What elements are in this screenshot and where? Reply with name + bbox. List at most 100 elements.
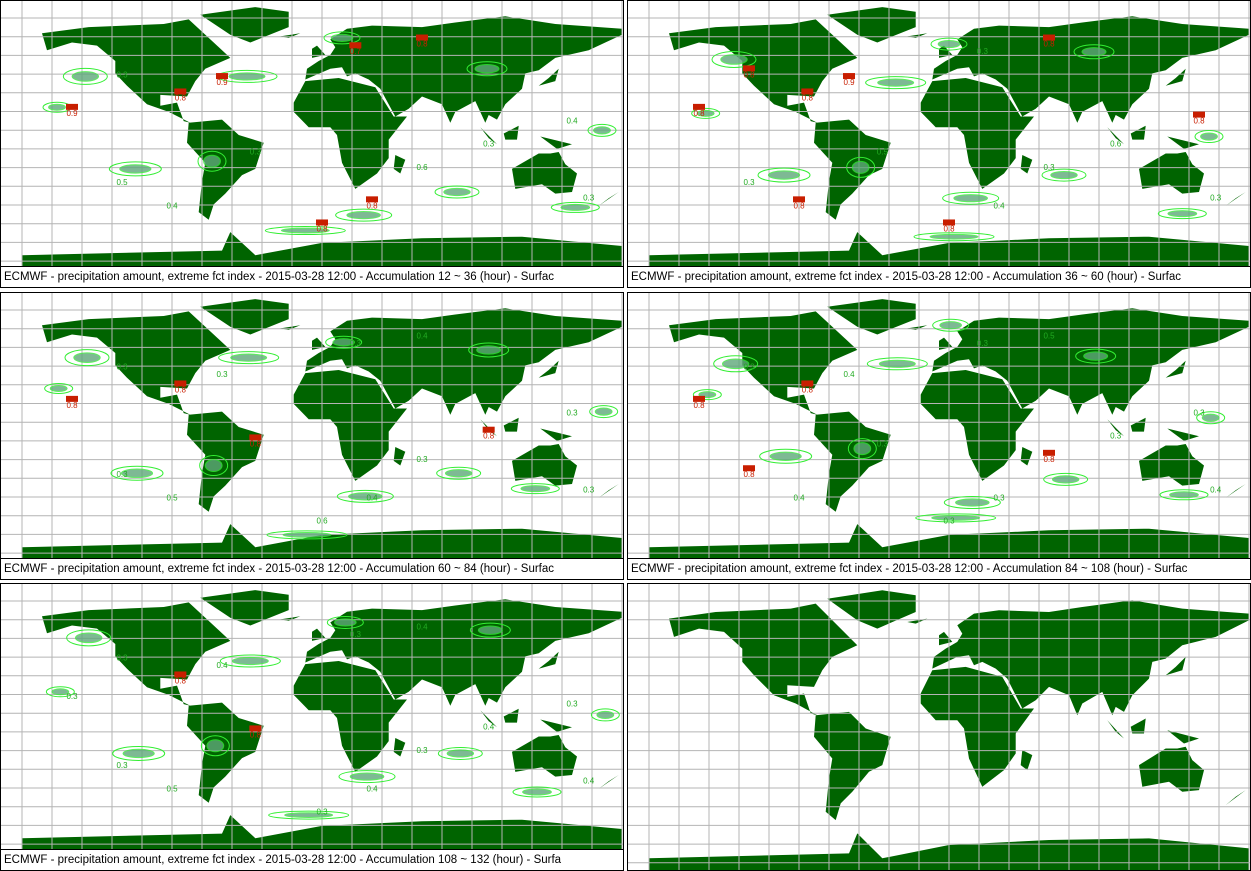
land [393, 447, 406, 466]
contour-label: 0.5 [1043, 332, 1055, 341]
land [1020, 447, 1033, 466]
contour [1196, 411, 1226, 425]
contour-label: 0.3 [1043, 163, 1055, 172]
contour [1081, 47, 1107, 57]
contour-label: 0.4 [993, 201, 1005, 210]
contour [206, 739, 225, 753]
contour [878, 359, 916, 368]
map-area: 0.3 0.4 0.8 0.3 0.5 0.8 0.3 0.8 0.4 0.3 0.8 0.3 0.3 0… [628, 293, 1250, 558]
map-area: 0.8 0.9 0.8 0.3 0.8 0.8 0.5 0.3 0.8 0.4 0.3 0.6 0.8 0… [628, 1, 1250, 266]
contour-peak [693, 395, 705, 402]
contour [73, 352, 101, 363]
contour [325, 335, 363, 349]
contour [110, 465, 164, 481]
land [305, 599, 622, 706]
contour [264, 226, 346, 236]
contour-label: 0.4 [583, 777, 595, 786]
contour-label: 0.3 [216, 370, 228, 379]
contour [939, 321, 962, 330]
contour [1043, 472, 1089, 486]
contour-label: 0.8 [1043, 40, 1055, 49]
contour-label: 0.3 [583, 194, 595, 203]
contour [851, 160, 870, 174]
contour-label: 0.6 [416, 163, 428, 172]
land [503, 417, 519, 432]
contour [280, 227, 330, 234]
land [280, 33, 301, 38]
contour [1159, 489, 1209, 501]
contour [330, 33, 354, 43]
contour [469, 622, 511, 638]
map-panel: 0.3 0.9 0.8 0.7 0.8 0.9 0.3 0.5 0.4 0.8 0.6 0.3 0.4 0… [0, 0, 624, 288]
contour-label: 0.3 [483, 140, 495, 149]
contour [759, 448, 813, 464]
contour [1050, 170, 1078, 180]
contour-peak [1193, 111, 1205, 118]
contour [846, 156, 876, 178]
contour-label: 0.3 [416, 455, 428, 464]
contour-label: 0.3 [116, 761, 128, 770]
contour [323, 31, 361, 45]
contour [49, 384, 68, 392]
contour-label: 0.3 [116, 70, 128, 79]
contour-peak [366, 196, 378, 203]
contour [692, 389, 722, 401]
land [512, 152, 577, 194]
land [540, 719, 572, 732]
contour-label: 0.3 [116, 653, 128, 662]
contour-label: 0.8 [802, 93, 814, 102]
contour [853, 442, 872, 456]
contour [326, 615, 364, 629]
map-caption: ECMWF - precipitation amount, extreme fc… [4, 271, 554, 283]
contour [204, 459, 223, 473]
map-area: 0.3 0.3 0.8 0.3 0.4 0.8 0.8 0.3 0.5 0.4 0.3 0.8 0.3 0… [1, 293, 623, 558]
map-panel: 0.3 0.3 0.8 0.3 0.4 0.8 0.8 0.3 0.5 0.4 0.3 0.8 0.3 0… [0, 292, 624, 580]
contour-label: 0.3 [350, 630, 362, 639]
contour [200, 735, 230, 757]
contour-label: 0.4 [483, 723, 495, 732]
land [312, 45, 326, 58]
contour-peak [482, 426, 495, 433]
contour-label: 0.9 [843, 78, 855, 87]
land [200, 299, 289, 335]
contour-label: 0.5 [116, 178, 128, 187]
contour [866, 357, 928, 371]
contour [51, 688, 70, 696]
contour-label: 0.3 [250, 147, 262, 156]
land [42, 19, 231, 123]
land [1130, 417, 1146, 432]
land [305, 16, 622, 123]
contour [436, 466, 482, 480]
contour-label: 0.8 [943, 224, 955, 233]
contour [335, 208, 393, 222]
contour [266, 530, 348, 540]
contour [45, 686, 75, 698]
contour [767, 170, 801, 180]
contour [550, 201, 600, 213]
map-area: 0.3 0.9 0.8 0.7 0.8 0.9 0.3 0.5 0.4 0.8 0.6 0.3 0.4 0… [1, 1, 623, 266]
map-caption: ECMWF - precipitation amount, extreme fc… [4, 563, 554, 575]
contour [520, 485, 551, 493]
contour [197, 150, 227, 172]
contour [590, 708, 620, 722]
contour [71, 71, 100, 82]
contour-label: 0.3 [566, 700, 578, 709]
contour-label: 0.3 [977, 339, 989, 348]
contour [1201, 413, 1220, 422]
contour [62, 67, 108, 85]
contour-peak [416, 34, 428, 41]
contour-label: 0.5 [166, 784, 178, 793]
land [538, 68, 559, 86]
land [827, 299, 916, 335]
contour [691, 107, 721, 119]
contour [230, 353, 268, 362]
contour [120, 468, 154, 478]
contour [769, 451, 802, 461]
land [1139, 444, 1204, 486]
contour [268, 810, 350, 820]
land [827, 7, 916, 43]
map-panel: 0.3 0.4 0.8 0.3 0.5 0.8 0.3 0.8 0.4 0.3 0.8 0.3 0.3 0… [627, 292, 1251, 580]
contour-label: 0.8 [250, 730, 262, 739]
panel-border [0, 292, 624, 580]
